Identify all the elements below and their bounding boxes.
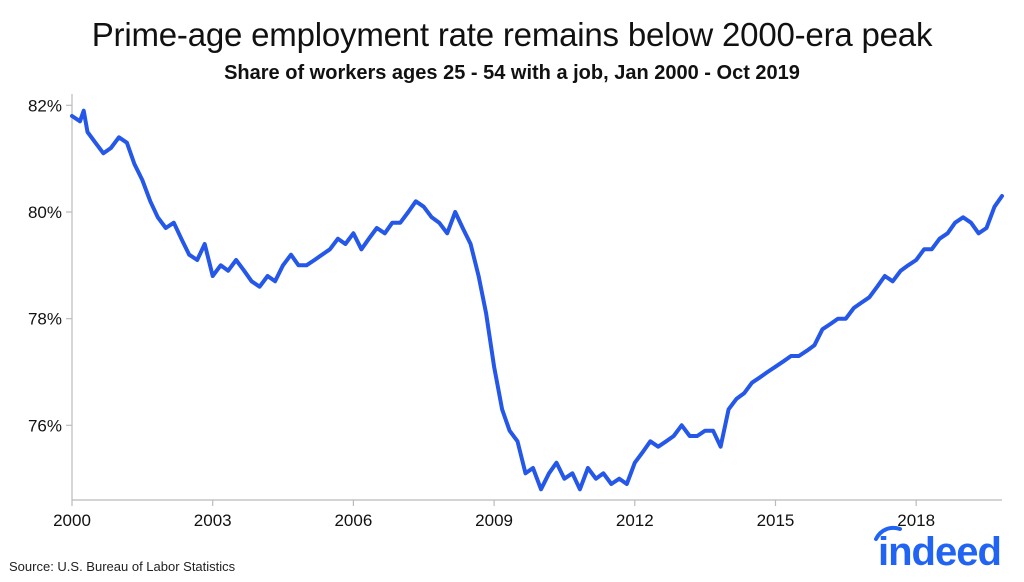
x-tick-label: 2000 — [53, 511, 91, 530]
y-tick-label: 80% — [28, 203, 62, 222]
x-tick-label: 2018 — [897, 511, 935, 530]
indeed-logo: indeed — [870, 524, 1010, 576]
logo-swoosh-icon — [874, 525, 902, 541]
chart-axes — [71, 94, 1002, 501]
series-line-0 — [70, 108, 1004, 492]
logo-wordmark: indeed — [878, 530, 1002, 574]
x-tick-label: 2006 — [334, 511, 372, 530]
chart-title: Prime-age employment rate remains below … — [91, 16, 933, 53]
chart-ticks: 82% 80% 78% 76% 2000 2003 2006 2009 2012 2015 2018 — [28, 96, 935, 530]
x-tick-label: 2015 — [757, 511, 795, 530]
chart-series — [70, 108, 1004, 492]
x-tick-label: 2009 — [475, 511, 513, 530]
source-note: Source: U.S. Bureau of Labor Statistics — [9, 559, 236, 574]
chart-subtitle: Share of workers ages 25 - 54 with a job… — [224, 62, 800, 84]
x-tick-label: 2003 — [194, 511, 232, 530]
y-tick-label: 76% — [28, 416, 62, 435]
x-tick-label: 2012 — [616, 511, 654, 530]
y-tick-label: 78% — [28, 310, 62, 329]
y-tick-label: 82% — [28, 96, 62, 115]
